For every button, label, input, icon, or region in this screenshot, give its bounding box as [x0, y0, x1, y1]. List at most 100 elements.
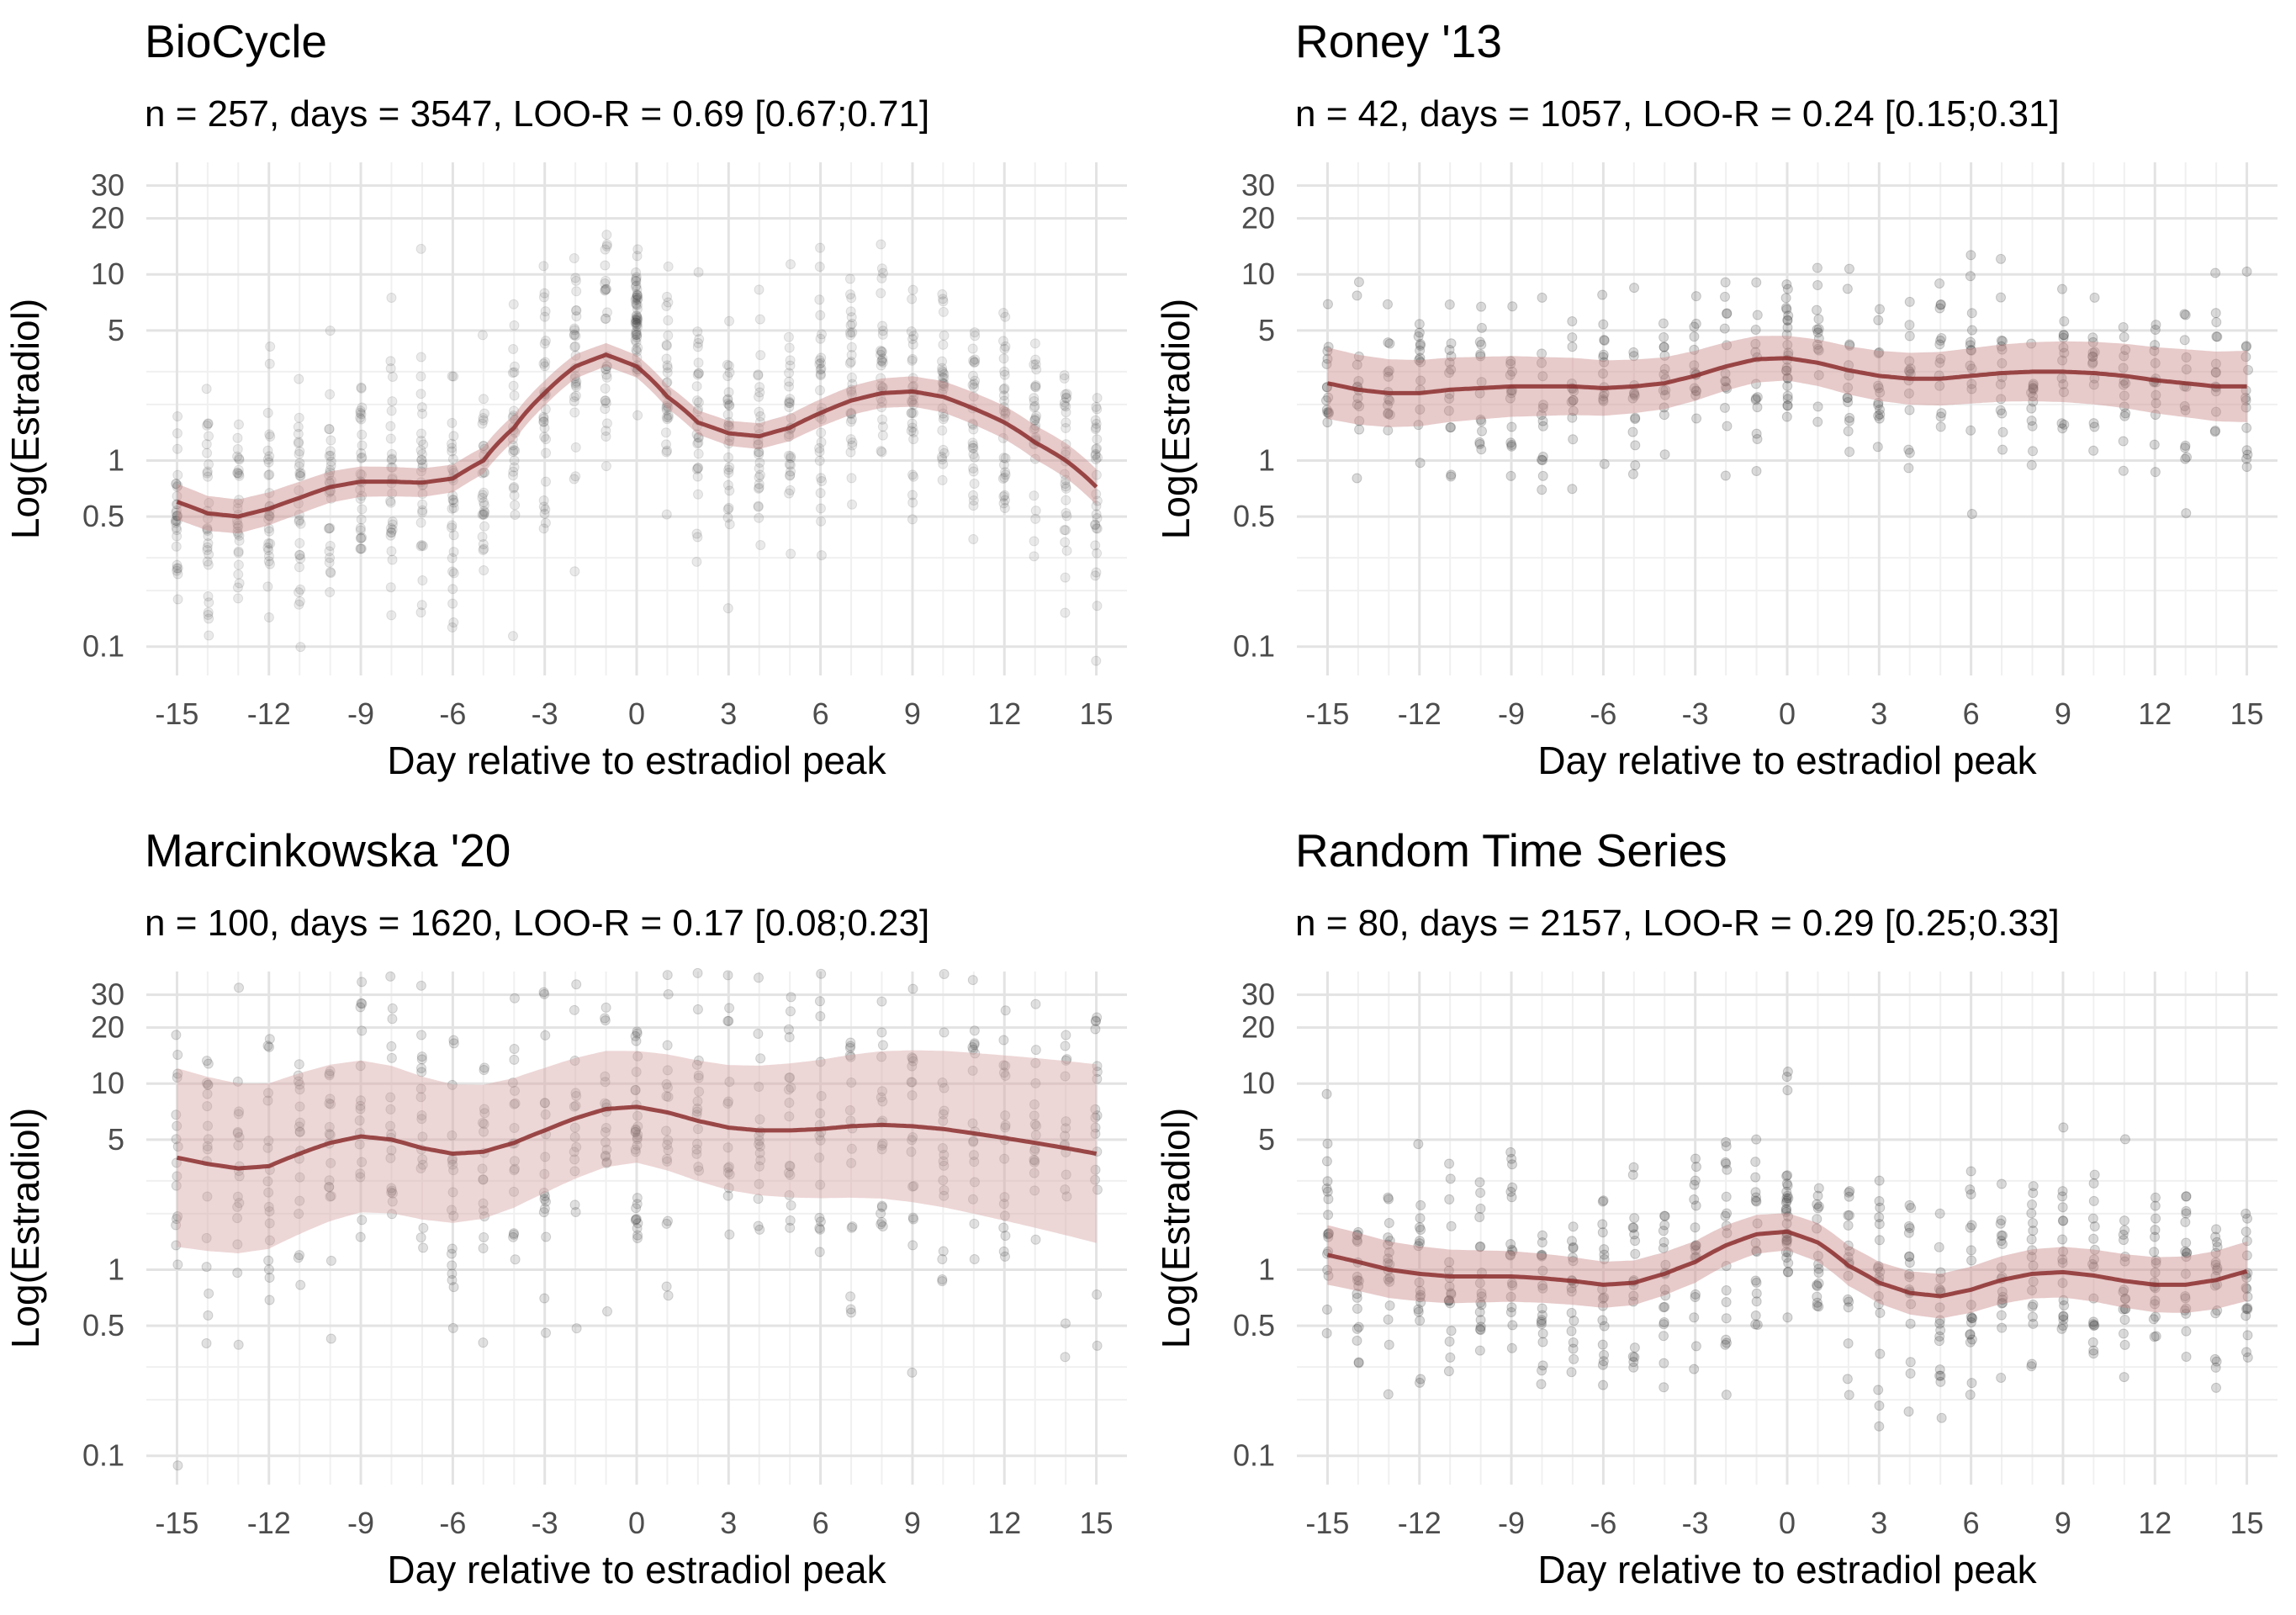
- data-point: [754, 469, 765, 480]
- y-tick-label: 20: [91, 201, 124, 236]
- data-point: [1567, 332, 1578, 343]
- data-point: [662, 363, 673, 373]
- data-point: [294, 468, 305, 479]
- data-point: [1567, 484, 1578, 495]
- data-point: [1659, 1331, 1669, 1342]
- data-point: [324, 523, 335, 534]
- data-point: [570, 273, 581, 283]
- data-point: [2182, 452, 2193, 463]
- data-point: [967, 437, 978, 448]
- data-point: [262, 407, 273, 418]
- data-point: [1627, 469, 1638, 479]
- data-point: [663, 412, 674, 423]
- data-point: [967, 975, 978, 986]
- data-point: [2211, 1382, 2222, 1393]
- data-point: [294, 448, 304, 459]
- data-point: [1090, 570, 1101, 581]
- data-point: [661, 353, 672, 364]
- data-point: [1060, 537, 1071, 548]
- data-point: [1812, 280, 1823, 291]
- data-point: [2118, 1328, 2129, 1339]
- data-point: [1323, 1210, 1334, 1221]
- data-point: [906, 395, 917, 406]
- data-point: [970, 354, 981, 365]
- data-point: [847, 1221, 858, 1232]
- data-point: [1030, 998, 1041, 1009]
- data-point: [2240, 1226, 2251, 1237]
- data-point: [1751, 1134, 1762, 1145]
- data-point: [1474, 1324, 1485, 1335]
- data-point: [1321, 1304, 1332, 1315]
- data-point: [294, 549, 305, 560]
- data-point: [662, 414, 673, 425]
- data-point: [570, 471, 581, 482]
- data-point: [1630, 412, 1641, 423]
- data-point: [876, 1216, 887, 1227]
- data-point: [600, 395, 611, 406]
- data-point: [815, 310, 826, 320]
- data-point: [263, 514, 274, 525]
- data-point: [1844, 1191, 1854, 1202]
- data-point: [1873, 1385, 1884, 1395]
- data-point: [1506, 1192, 1517, 1203]
- data-point: [202, 523, 213, 534]
- data-point: [172, 516, 183, 527]
- data-point: [324, 424, 335, 435]
- data-point: [1507, 1182, 1518, 1193]
- x-tick-label: -3: [532, 1506, 558, 1540]
- panel-subtitle: n = 80, days = 2157, LOO-R = 0.29 [0.25;…: [1295, 903, 2060, 944]
- data-point: [722, 394, 733, 405]
- data-point: [386, 448, 397, 459]
- data-point: [784, 401, 795, 412]
- data-point: [233, 528, 244, 539]
- data-point: [294, 599, 304, 610]
- data-point: [1444, 1194, 1455, 1205]
- data-point: [479, 500, 489, 511]
- data-point: [844, 273, 855, 284]
- data-point: [540, 404, 551, 415]
- data-point: [447, 520, 458, 531]
- data-point: [569, 474, 579, 484]
- data-point: [600, 1002, 611, 1013]
- data-point: [325, 326, 336, 336]
- data-point: [415, 607, 426, 618]
- data-point: [1751, 1192, 1762, 1203]
- data-point: [600, 404, 611, 415]
- data-point: [1598, 1356, 1609, 1367]
- x-tick-label: 0: [628, 1506, 645, 1540]
- data-point: [1965, 1390, 1976, 1401]
- data-point: [416, 448, 427, 459]
- data-point: [1091, 500, 1102, 511]
- data-point: [753, 439, 764, 450]
- data-point: [448, 568, 459, 579]
- x-tick-label: -9: [1498, 1506, 1525, 1540]
- data-point: [507, 412, 518, 423]
- data-point: [1965, 1245, 1976, 1256]
- data-point: [509, 390, 520, 401]
- data-point: [907, 422, 918, 433]
- data-point: [1904, 320, 1915, 331]
- data-point: [1689, 331, 1700, 342]
- data-point: [1934, 1318, 1945, 1329]
- data-point: [1092, 434, 1103, 445]
- data-point: [1689, 1312, 1700, 1323]
- x-tick-label: 6: [812, 696, 829, 731]
- data-point: [1721, 1297, 1732, 1308]
- data-point: [1659, 1358, 1669, 1369]
- data-point: [600, 363, 611, 374]
- data-point: [570, 331, 581, 342]
- data-point: [631, 293, 642, 304]
- data-point: [876, 263, 887, 274]
- data-point: [1751, 277, 1762, 288]
- data-point: [938, 408, 949, 419]
- data-point: [2027, 1301, 2038, 1312]
- x-tick-label: 15: [2230, 1506, 2264, 1540]
- data-point: [723, 438, 734, 449]
- data-point: [1843, 1338, 1854, 1349]
- data-point: [1061, 417, 1071, 428]
- grid-lines: [1297, 162, 2277, 675]
- data-point: [663, 297, 674, 308]
- data-point: [1091, 489, 1102, 500]
- data-point: [784, 396, 795, 407]
- data-point: [692, 1004, 703, 1015]
